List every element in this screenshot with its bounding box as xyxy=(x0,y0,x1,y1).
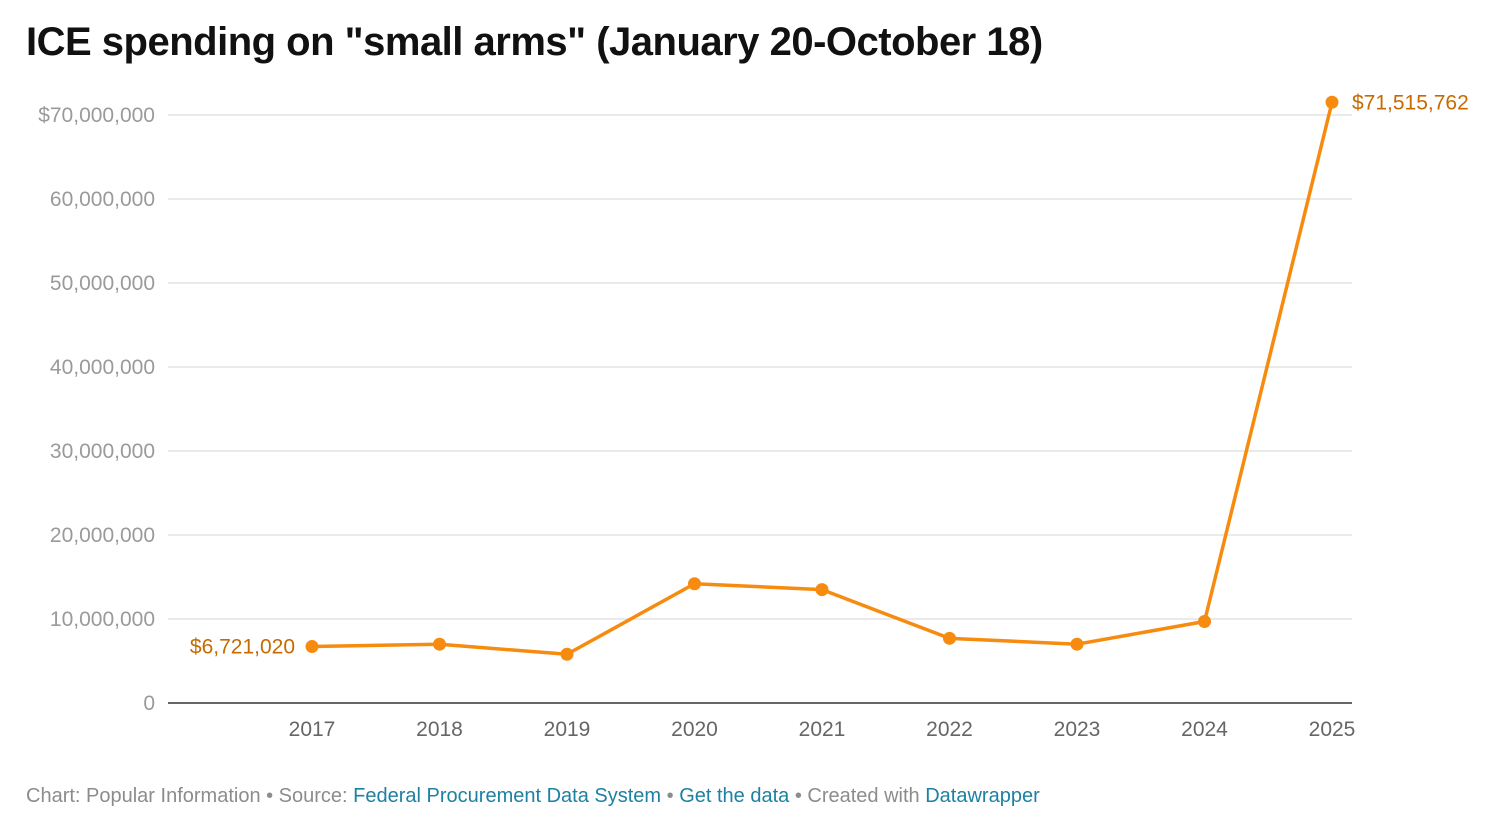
x-tick-label: 2019 xyxy=(544,718,591,741)
x-tick-label: 2018 xyxy=(416,718,463,741)
data-labels: $6,721,020 $71,515,762 xyxy=(190,91,1469,658)
source-link[interactable]: Federal Procurement Data System xyxy=(353,785,662,807)
x-tick-label: 2022 xyxy=(926,718,973,741)
y-tick-label: $70,000,000 xyxy=(38,104,155,127)
x-tick-label: 2017 xyxy=(289,718,336,741)
data-point xyxy=(305,640,319,654)
y-tick-label: 30,000,000 xyxy=(50,440,155,463)
data-point xyxy=(688,577,701,591)
chart-title: ICE spending on "small arms" (January 20… xyxy=(26,20,1043,64)
datawrapper-link[interactable]: Datawrapper xyxy=(925,785,1040,807)
data-point xyxy=(560,647,574,661)
data-point xyxy=(943,631,956,645)
y-tick-label: 10,000,000 xyxy=(50,608,155,631)
x-tick-label: 2023 xyxy=(1054,718,1101,741)
y-axis: 0 10,000,000 20,000,000 30,000,000 40,000,00… xyxy=(38,104,155,715)
data-point xyxy=(1198,615,1211,629)
footer-separator: • Created with xyxy=(789,785,926,807)
y-tick-label: 50,000,000 xyxy=(50,272,155,295)
footer-separator: • Source: xyxy=(260,785,354,807)
footer-separator: • xyxy=(661,785,680,807)
gridlines xyxy=(168,114,1352,620)
y-tick-label: 40,000,000 xyxy=(50,356,155,379)
data-point xyxy=(1325,95,1339,109)
x-axis: 2017 2018 2019 2020 2021 2022 2023 2024 2025 xyxy=(289,718,1356,741)
y-tick-label: 60,000,000 xyxy=(50,188,155,211)
x-tick-label: 2024 xyxy=(1181,718,1228,741)
series-line xyxy=(311,101,1334,657)
data-label: $6,721,020 xyxy=(190,636,295,659)
data-label: $71,515,762 xyxy=(1352,91,1469,114)
x-tick-label: 2020 xyxy=(671,718,718,741)
y-tick-label: 0 xyxy=(143,692,155,715)
data-point xyxy=(1070,637,1084,651)
get-data-link[interactable]: Get the data xyxy=(679,785,790,807)
chart-credit: Chart: Popular Information xyxy=(26,785,261,807)
x-tick-label: 2025 xyxy=(1309,718,1356,741)
line-chart: 0 10,000,000 20,000,000 30,000,000 40,000,00… xyxy=(38,91,1469,741)
y-tick-label: 20,000,000 xyxy=(50,524,155,547)
data-points xyxy=(305,95,1339,661)
x-tick-label: 2021 xyxy=(799,718,846,741)
footer: Chart: Popular Information • Source: Fed… xyxy=(26,785,1040,808)
data-point xyxy=(433,637,446,651)
data-point xyxy=(815,583,829,597)
